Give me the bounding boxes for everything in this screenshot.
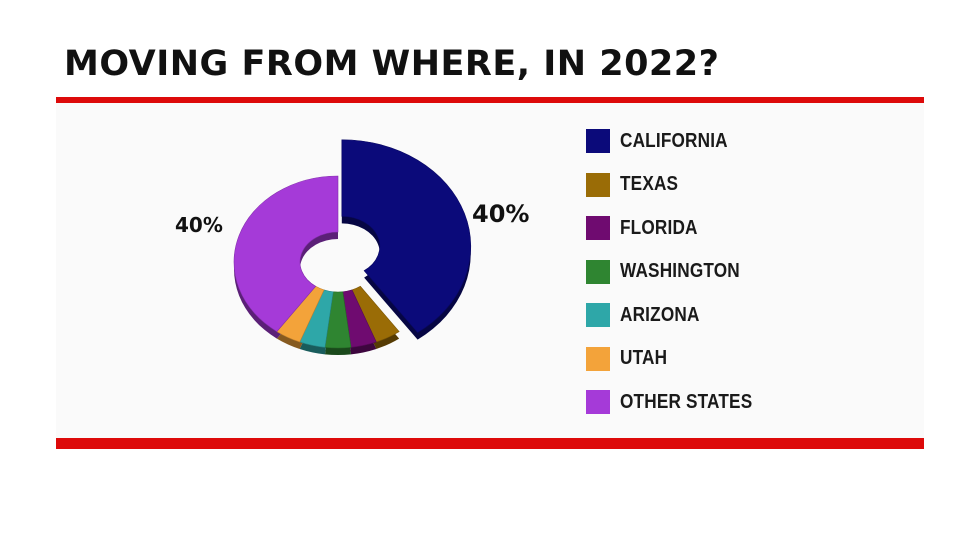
legend-swatch (586, 259, 610, 284)
legend-label: OTHER STATES (620, 390, 753, 413)
legend-swatch (586, 172, 610, 197)
legend-label: TEXAS (620, 173, 679, 195)
legend-label: ARIZONA (620, 303, 700, 326)
legend-item: UTAH (586, 346, 774, 372)
legend-swatch (586, 390, 610, 414)
chart-panel (56, 103, 924, 438)
bottom-red-rule (56, 438, 924, 449)
slice-california (341, 139, 472, 334)
legend-item: ARIZONA (586, 302, 774, 328)
legend-label: FLORIDA (620, 216, 698, 239)
legend-swatch (586, 129, 610, 153)
legend-item: TEXAS (586, 172, 774, 198)
legend-item: WASHINGTON (586, 259, 774, 285)
legend-item: CALIFORNIA (586, 128, 774, 154)
legend-swatch (586, 303, 610, 327)
data-label-california: 40% (472, 200, 530, 228)
legend-swatch (586, 216, 610, 240)
top-red-rule (56, 97, 924, 103)
legend-swatch (586, 346, 610, 371)
chart-title: MOVING FROM WHERE, IN 2022? (64, 44, 720, 84)
legend-item: FLORIDA (586, 215, 774, 241)
legend-label: CALIFORNIA (620, 129, 728, 152)
legend-item: OTHER STATES (586, 389, 774, 415)
legend-label: UTAH (620, 347, 668, 369)
legend: CALIFORNIA TEXAS FLORIDA WASHINGTON ARIZONA U… (586, 128, 774, 433)
slice-other-states (233, 175, 339, 332)
legend-label: WASHINGTON (620, 260, 740, 282)
data-label-other-states: 40% (175, 213, 223, 237)
